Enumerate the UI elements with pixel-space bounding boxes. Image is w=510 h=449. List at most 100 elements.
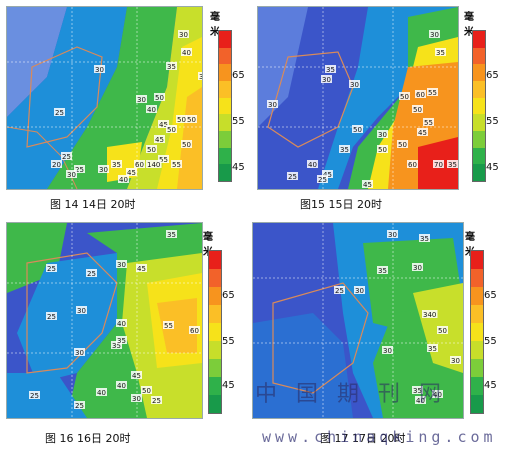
contour-label: 45 bbox=[127, 169, 136, 177]
colorbar-segment bbox=[471, 376, 483, 395]
contour-label: 35 bbox=[112, 161, 121, 169]
contour-label-bg bbox=[136, 264, 147, 272]
contour-label: 30 bbox=[95, 66, 104, 74]
colorbar-segment bbox=[219, 47, 231, 65]
contour-label-bg bbox=[158, 120, 169, 128]
contour-label-bg bbox=[74, 401, 85, 409]
colorbar-segment bbox=[209, 340, 221, 359]
contour-label: 40 bbox=[416, 397, 425, 405]
contour-label-bg bbox=[116, 381, 127, 389]
contour-label-bg bbox=[349, 80, 360, 88]
colorbar-tick: 65 bbox=[486, 70, 499, 81]
contour-label: 40 bbox=[117, 382, 126, 390]
contour-label-bg bbox=[154, 135, 165, 143]
contour-label: 35 bbox=[167, 231, 176, 239]
contour-label: 30 bbox=[268, 101, 277, 109]
contour-label-bg bbox=[352, 125, 363, 133]
contour-label-bg bbox=[412, 386, 423, 394]
colorbar-segment bbox=[209, 251, 221, 269]
colorbar-segment bbox=[471, 394, 483, 413]
contour-label-bg bbox=[339, 145, 350, 153]
colorbar-segment bbox=[473, 97, 485, 115]
contour-label-bg bbox=[141, 386, 152, 394]
contour-label-bg bbox=[415, 396, 426, 404]
contour-label: 25 bbox=[87, 270, 96, 278]
contour-label-bg bbox=[407, 160, 418, 168]
contour-label-bg bbox=[146, 160, 162, 168]
colorbar-tick: 65 bbox=[222, 290, 235, 301]
colorbar-segment bbox=[473, 80, 485, 98]
colorbar-segment bbox=[219, 164, 231, 181]
contour-label-bg bbox=[163, 321, 174, 329]
contour-label-bg bbox=[166, 125, 177, 133]
contour-label-bg bbox=[433, 160, 444, 168]
contour-label: 50 bbox=[177, 116, 186, 124]
contour-label: 50 bbox=[398, 141, 407, 149]
watermark-url: www.chinaqking.com bbox=[262, 428, 497, 446]
contour-label-bg bbox=[76, 306, 87, 314]
contour-label: 20 bbox=[52, 161, 61, 169]
contour-label-bg bbox=[387, 230, 398, 238]
caption-15: 图15 15日 20时 bbox=[300, 198, 382, 211]
contour-label: 50 bbox=[413, 106, 422, 114]
colorbar-tick: 45 bbox=[484, 380, 497, 391]
contour-label: 60 bbox=[190, 327, 199, 335]
contour-label: 30 bbox=[355, 287, 364, 295]
contour-label: 140 bbox=[147, 161, 160, 169]
contour-label: 50 bbox=[378, 146, 387, 154]
contour-label: 30 bbox=[383, 347, 392, 355]
contour-label: 55 bbox=[424, 119, 433, 127]
contour-label-bg bbox=[181, 140, 192, 148]
contour-label: 30 bbox=[75, 349, 84, 357]
contour-label: 30 bbox=[137, 96, 146, 104]
contour-label-bg bbox=[435, 48, 446, 56]
contour-label-bg bbox=[415, 90, 426, 98]
contour-label: 25 bbox=[75, 166, 84, 174]
contour-label-bg bbox=[154, 93, 165, 101]
colorbar-segment bbox=[209, 322, 221, 341]
contour-label-bg bbox=[317, 175, 328, 183]
contour-label: 35 bbox=[117, 337, 126, 345]
contour-label: 25 bbox=[288, 173, 297, 181]
colorbar-tick: 45 bbox=[232, 162, 245, 173]
colorbar-tick: 55 bbox=[222, 336, 235, 347]
contour-label: 50 bbox=[155, 94, 164, 102]
contour-label-bg bbox=[429, 30, 440, 38]
colorbar-segment bbox=[219, 147, 231, 165]
contour-label: 30 bbox=[378, 131, 387, 139]
colorbar-segment bbox=[473, 130, 485, 148]
contour-label-bg bbox=[419, 234, 430, 242]
colorbar bbox=[218, 30, 232, 182]
colorbar-segment bbox=[473, 147, 485, 165]
contour-label-bg bbox=[422, 310, 438, 318]
contour-label-bg bbox=[198, 72, 202, 80]
contour-label-bg bbox=[86, 269, 97, 277]
colorbar-segment bbox=[471, 358, 483, 377]
contour-label: 30 bbox=[132, 395, 141, 403]
colorbar-tick: 65 bbox=[484, 290, 497, 301]
contour-label-bg bbox=[186, 115, 197, 123]
contour-label-bg bbox=[98, 165, 109, 173]
contour-label: 25 bbox=[47, 265, 56, 273]
contour-label: 35 bbox=[448, 161, 457, 169]
contour-label: 50 bbox=[353, 126, 362, 134]
colorbar-segment bbox=[209, 268, 221, 287]
colorbar-segment bbox=[473, 31, 485, 48]
colorbar-tick: 45 bbox=[486, 162, 499, 173]
contour-label-bg bbox=[146, 105, 157, 113]
contour-label: 30 bbox=[430, 31, 439, 39]
contour-label-bg bbox=[96, 388, 107, 396]
contour-label-bg bbox=[166, 230, 177, 238]
contour-label: 25 bbox=[47, 313, 56, 321]
contour-label-bg bbox=[450, 356, 461, 364]
contour-label: 50 bbox=[438, 327, 447, 335]
contour-label-bg bbox=[189, 326, 200, 334]
contour-label: 25 bbox=[335, 287, 344, 295]
contour-label-bg bbox=[131, 394, 142, 402]
contour-label-bg bbox=[176, 115, 187, 123]
contour-label: 30 bbox=[99, 166, 108, 174]
contour-label-bg bbox=[131, 371, 142, 379]
contour-label: 40 bbox=[117, 320, 126, 328]
contour-label-bg bbox=[166, 62, 177, 70]
contour-label: 25 bbox=[318, 176, 327, 184]
